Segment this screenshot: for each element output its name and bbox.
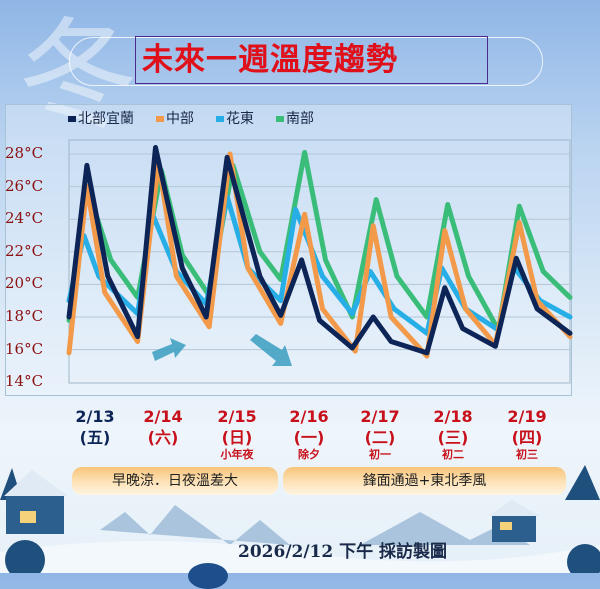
weekday-label: (三) — [437, 428, 469, 447]
weekday-label: (一) — [293, 428, 325, 447]
x-tick-label: 2/14 (六) — [128, 406, 198, 448]
holiday-label: 除夕 — [298, 448, 320, 461]
weekday-label: (二) — [364, 428, 396, 447]
weekday-label: (六) — [147, 428, 179, 447]
x-tick-label: 2/16 (一) 除夕 — [274, 406, 344, 462]
date-label: 2/19 — [507, 407, 547, 426]
legend-item: 北部宜蘭 — [68, 108, 134, 128]
y-tick-label: 18°C — [5, 307, 44, 325]
y-tick-label: 26°C — [5, 176, 44, 195]
footer-credit: 2026/2/12 下午 採訪製圖 — [238, 542, 448, 562]
chart-legend: 北部宜蘭 中部 花東 南部 — [68, 108, 314, 128]
legend-label: 花東 — [226, 111, 254, 127]
trend-arrow-icon — [152, 338, 186, 361]
weekday-label: (四) — [511, 428, 543, 447]
legend-item: 中部 — [156, 108, 194, 128]
date-label: 2/15 — [217, 407, 257, 426]
legend-item: 南部 — [276, 108, 314, 128]
date-label: 2/14 — [143, 407, 183, 426]
x-tick-label: 2/13 (五) — [60, 406, 130, 448]
legend-item: 花東 — [216, 108, 254, 128]
x-tick-label: 2/18 (三) 初二 — [418, 406, 488, 462]
holiday-label: 小年夜 — [220, 448, 254, 461]
y-tick-label: 22°C — [5, 241, 44, 260]
y-tick-label: 14°C — [5, 372, 44, 391]
y-tick-label: 24°C — [5, 209, 44, 228]
series-line-1 — [66, 145, 573, 356]
temperature-chart — [66, 139, 573, 384]
y-tick-label: 20°C — [5, 274, 44, 293]
holiday-label: 初一 — [369, 448, 391, 461]
date-label: 2/16 — [289, 407, 329, 426]
y-tick-label: 16°C — [5, 339, 44, 358]
y-tick-label: 28°C — [5, 144, 44, 162]
x-tick-label: 2/15 (日) 小年夜 — [202, 406, 272, 462]
legend-swatch — [276, 116, 284, 122]
banner-right: 鋒面通過+東北季風 — [283, 467, 566, 495]
date-label: 2/13 — [75, 407, 115, 426]
date-label: 2/17 — [360, 407, 400, 426]
legend-swatch — [156, 116, 164, 122]
trend-arrow-icon — [250, 334, 292, 366]
weekday-label: (五) — [79, 428, 111, 447]
holiday-label: 初三 — [516, 448, 538, 461]
legend-swatch — [216, 116, 224, 122]
legend-label: 中部 — [166, 111, 194, 127]
agency-logo — [188, 563, 228, 589]
page-title: 未來一週溫度趨勢 — [135, 36, 488, 84]
title-outline — [69, 37, 543, 86]
x-tick-label: 2/19 (四) 初三 — [492, 406, 562, 462]
legend-label: 南部 — [286, 111, 314, 127]
date-label: 2/18 — [433, 407, 473, 426]
plot-area — [68, 139, 571, 384]
legend-label: 北部宜蘭 — [78, 111, 134, 127]
legend-swatch — [68, 116, 76, 122]
banner-left: 早晚涼．日夜溫差大 — [72, 467, 278, 495]
weekday-label: (日) — [221, 428, 253, 447]
x-tick-label: 2/17 (二) 初一 — [345, 406, 415, 462]
holiday-label: 初二 — [442, 448, 464, 461]
